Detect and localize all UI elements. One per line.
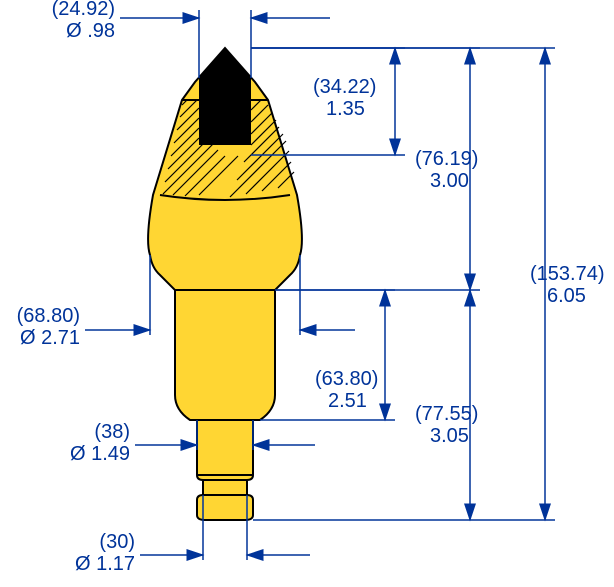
dim-shank-dia: (38) Ø 1.49 <box>70 420 315 465</box>
dim-tip-dia: (24.92) Ø .98 <box>52 0 330 78</box>
dim-label: (30) <box>99 531 135 553</box>
dim-label: (77.55) <box>415 403 478 425</box>
dim-groove-dia: (30) Ø 1.17 <box>75 495 310 575</box>
dim-lower-h: (77.55) 3.05 <box>415 290 478 520</box>
dim-label: (63.80) <box>315 368 378 390</box>
dim-label: Ø 2.71 <box>20 327 80 349</box>
dim-label: 1.35 <box>326 98 365 120</box>
dim-label: 6.05 <box>547 285 586 307</box>
dim-total-h: (153.74) 6.05 <box>251 48 605 520</box>
dim-shank-h: (63.80) 2.51 <box>260 290 395 420</box>
dim-label: 3.05 <box>430 425 469 447</box>
dim-label: Ø .98 <box>66 20 115 42</box>
dim-label: Ø 1.49 <box>70 443 130 465</box>
dim-label: Ø 1.17 <box>75 553 135 575</box>
carbide-tip <box>199 48 251 145</box>
dimension-drawing: (24.92) Ø .98 (34.22) 1.35 (76.19) 3.00 … <box>0 0 614 587</box>
dim-label: (34.22) <box>313 76 376 98</box>
dim-label: (38) <box>94 421 130 443</box>
dim-label: (153.74) <box>530 263 605 285</box>
cutting-tool-part <box>148 48 302 520</box>
dim-label: (76.19) <box>415 148 478 170</box>
dim-label: (24.92) <box>52 0 115 20</box>
dim-label: 2.51 <box>328 390 367 412</box>
dim-label: 3.00 <box>430 170 469 192</box>
dim-label: (68.80) <box>17 305 80 327</box>
